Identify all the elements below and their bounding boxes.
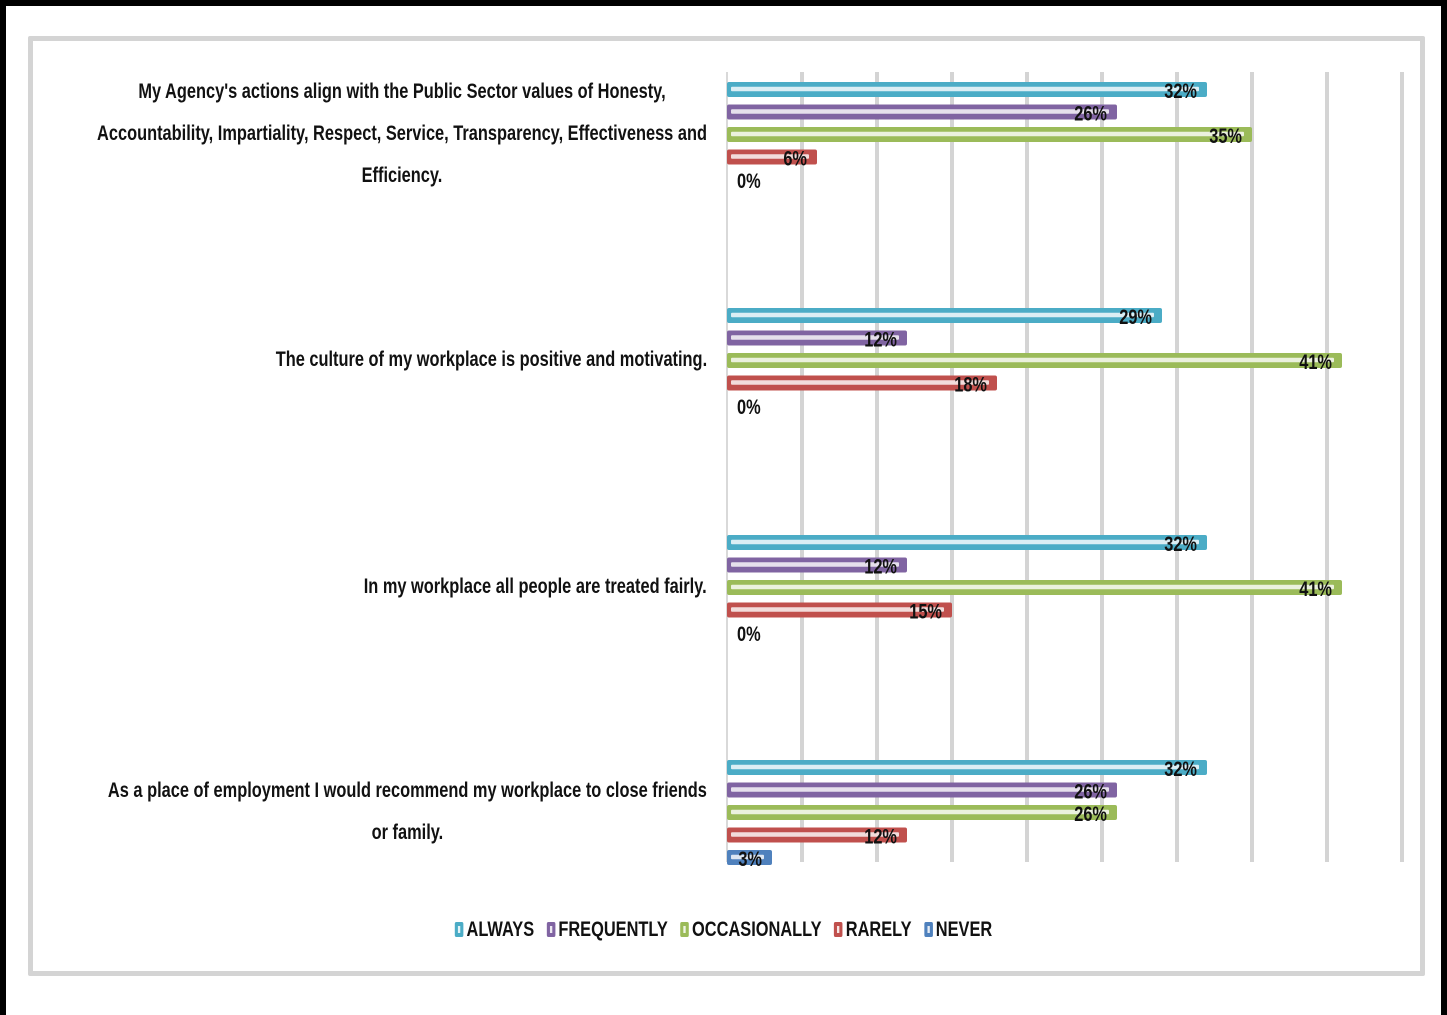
bar [727,782,1117,798]
legend-swatch [680,922,689,937]
bar [727,850,772,865]
legend-swatch [546,922,556,937]
legend-swatch [454,922,464,937]
bar-highlight [731,86,1199,92]
category-label-line: In my workplace all people are treated f… [364,575,707,599]
legend-swatch [924,922,933,937]
data-label: 0% [737,395,761,418]
bar [727,805,1117,820]
data-label: 12% [864,555,897,578]
bar [727,330,907,346]
bar [727,375,997,391]
category-label-line: The culture of my workplace is positive … [275,348,707,372]
bar-highlight [731,357,1334,363]
bar [727,760,1207,775]
legend-item: NEVER [924,918,992,942]
bar-highlight [731,312,1154,318]
legend-label: ALWAYS [466,918,535,941]
category-label-line: As a place of employment I would recomme… [108,779,707,803]
chart-area-border [28,36,1425,976]
bar [727,827,907,843]
legend-item: RARELY [834,918,912,942]
bar-highlight [731,607,944,612]
data-label: 35% [1209,124,1242,147]
bar [727,580,1342,595]
data-label: 15% [909,600,942,623]
data-label: 26% [1074,102,1107,125]
bar [727,602,952,618]
data-label: 32% [1164,79,1197,102]
bar [727,82,1207,97]
legend-label: OCCASIONALLY [692,918,822,941]
bar-highlight [731,109,1109,114]
data-label: 12% [864,825,897,848]
category-label-line: My Agency's actions align with the Publi… [138,80,666,104]
data-label: 0% [737,622,761,645]
bar-highlight [731,335,899,340]
legend-item: ALWAYS [454,918,535,942]
bar-highlight [731,584,1334,590]
bar-highlight [731,809,1109,815]
bar-highlight [731,539,1199,545]
bar-highlight [731,562,899,567]
bar [727,557,907,573]
data-label: 18% [954,373,987,396]
data-label: 41% [1299,577,1332,600]
legend-label: NEVER [935,918,993,941]
category-label: As a place of employment I would recomme… [108,770,707,854]
bar [727,104,1117,120]
bar-highlight [731,832,899,837]
data-label: 26% [1074,780,1107,803]
data-label: 6% [783,147,807,170]
legend-label: FREQUENTLY [558,918,668,941]
bar-highlight [731,380,989,385]
legend-item: OCCASIONALLY [680,918,822,942]
data-label: 32% [1164,757,1197,780]
category-label-line: Efficiency. [361,164,443,188]
data-label: 32% [1164,532,1197,555]
data-label: 41% [1299,350,1332,373]
bar-highlight [731,787,1109,792]
bar-highlight [731,764,1199,770]
bar [727,308,1162,323]
category-label-line: Accountability, Impartiality, Respect, S… [97,122,707,146]
bar-highlight [731,154,809,159]
data-label: 29% [1119,305,1152,328]
bar [727,149,817,165]
category-label: My Agency's actions align with the Publi… [97,71,707,197]
data-label: 26% [1074,802,1107,825]
bar [727,535,1207,550]
legend-label: RARELY [845,918,912,941]
legend-item: FREQUENTLY [546,918,668,942]
category-label: In my workplace all people are treated f… [364,566,707,608]
bar-highlight [731,131,1244,137]
bar [727,353,1342,368]
category-label: The culture of my workplace is positive … [276,339,707,381]
data-label: 12% [864,328,897,351]
legend-swatch [834,922,843,937]
bar-highlight [731,854,764,860]
data-label: 3% [738,847,762,870]
legend: ALWAYS FREQUENTLY OCCASIONALLY RARELY NEVER [0,918,1447,942]
data-label: 0% [737,169,761,192]
category-label-line: or family. [371,821,444,845]
bar [727,127,1252,142]
